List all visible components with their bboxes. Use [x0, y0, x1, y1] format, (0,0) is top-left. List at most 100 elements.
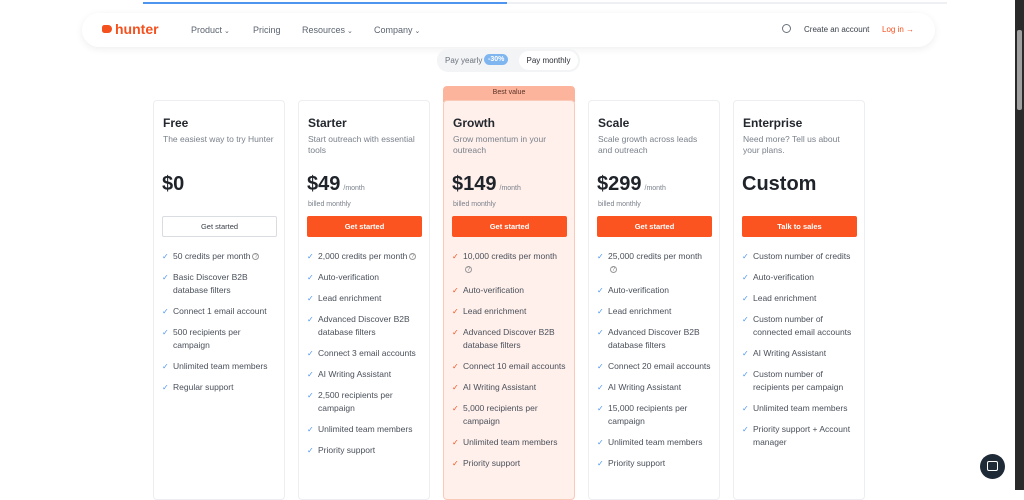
check-icon: ✓ — [597, 307, 604, 316]
page-progress-bar — [143, 2, 507, 4]
plan-cta-button[interactable]: Get started — [162, 216, 277, 237]
check-icon: ✓ — [742, 294, 749, 303]
plan-cta-button[interactable]: Get started — [597, 216, 712, 237]
progress-track — [507, 2, 947, 4]
nav-resources[interactable]: Resources ⌄ — [302, 25, 353, 35]
plan-description: Scale growth across leads and outreach — [598, 134, 698, 155]
feature-text: AI Writing Assistant — [318, 369, 392, 379]
check-icon: ✓ — [452, 286, 459, 295]
feature-list: ✓ 50 credits per month? ✓ Basic Discover B2… — [162, 250, 276, 394]
feature-item: ✓ Lead enrichment — [597, 305, 711, 318]
feature-item: ✓ 5,000 recipients per campaign — [452, 402, 566, 428]
check-icon: ✓ — [452, 252, 459, 261]
feature-text: 15,000 recipients per campaign — [608, 403, 688, 426]
feature-text: Custom number of credits — [753, 251, 851, 261]
price-period: /month — [644, 185, 666, 192]
globe-icon[interactable] — [782, 24, 791, 33]
feature-item: ✓ Lead enrichment — [452, 305, 566, 318]
check-icon: ✓ — [307, 315, 314, 324]
feature-text: Auto-verification — [318, 272, 379, 282]
feature-item: ✓ Priority support — [307, 444, 421, 457]
feature-item: ✓ Connect 3 email accounts — [307, 347, 421, 360]
plan-cta-button[interactable]: Talk to sales — [742, 216, 857, 237]
feature-item: ✓ Unlimited team members — [162, 360, 276, 373]
check-icon: ✓ — [742, 273, 749, 282]
info-icon[interactable]: ? — [610, 266, 617, 273]
feature-text: Priority support — [463, 458, 521, 468]
feature-list: ✓ Custom number of credits ✓ Auto-verificat… — [742, 250, 856, 449]
plan-price: $149 — [452, 173, 497, 195]
billing-toggle: Pay yearly -30% Pay monthly — [437, 49, 580, 72]
feature-text: Auto-verification — [463, 285, 524, 295]
feature-item: ✓ 15,000 recipients per campaign — [597, 402, 711, 428]
feature-item: ✓ Unlimited team members — [452, 436, 566, 449]
info-icon[interactable]: ? — [409, 253, 417, 260]
feature-item: ✓ Connect 10 email accounts — [452, 360, 566, 373]
create-account-link[interactable]: Create an account — [804, 25, 870, 34]
feature-item: ✓ Priority support — [597, 457, 711, 470]
feature-text: Unlimited team members — [318, 424, 413, 434]
feature-text: Priority support + Account manager — [753, 424, 851, 447]
nav-label: Resources — [302, 25, 346, 35]
top-nav: hunter Product ⌄ Pricing Resources ⌄ Compa… — [82, 13, 935, 47]
check-icon: ✓ — [597, 252, 604, 261]
check-icon: ✓ — [452, 307, 459, 316]
nav-company[interactable]: Company ⌄ — [374, 25, 420, 35]
feature-item: ✓ Advanced Discover B2B database filters — [452, 326, 566, 352]
pay-monthly-option[interactable]: Pay monthly — [519, 51, 578, 70]
pay-yearly-option[interactable]: Pay yearly — [445, 56, 483, 65]
plan-description: The easiest way to try Hunter — [163, 134, 274, 144]
feature-text: Regular support — [173, 382, 234, 392]
brand-name: hunter — [115, 21, 159, 37]
logo[interactable]: hunter — [102, 21, 159, 37]
feature-item: ✓ Auto-verification — [452, 284, 566, 297]
plan-price: $299 — [597, 173, 642, 195]
check-icon: ✓ — [742, 315, 749, 324]
chevron-down-icon: ⌄ — [347, 28, 353, 35]
billing-note: billed monthly — [453, 201, 496, 208]
chat-launcher-button[interactable] — [980, 454, 1005, 479]
feature-text: 500 recipients per campaign — [173, 327, 241, 350]
check-icon: ✓ — [162, 362, 169, 371]
check-icon: ✓ — [162, 383, 169, 392]
feature-text: Priority support — [318, 445, 376, 455]
check-icon: ✓ — [742, 425, 749, 434]
feature-text: Lead enrichment — [753, 293, 817, 303]
feature-item: ✓ 2,000 credits per month? — [307, 250, 421, 263]
feature-list: ✓ 25,000 credits per month? ✓ Auto-verifica… — [597, 250, 711, 470]
feature-text: 10,000 credits per month — [463, 251, 558, 261]
login-link[interactable]: Log in → — [882, 25, 915, 34]
plan-card-growth: Growth Grow momentum in your outreach $1… — [443, 100, 575, 500]
info-icon[interactable]: ? — [465, 266, 472, 273]
feature-text: Unlimited team members — [753, 403, 848, 413]
plan-name: Free — [163, 116, 189, 130]
nav-product[interactable]: Product ⌄ — [191, 25, 230, 35]
price-period: /month — [499, 185, 521, 192]
feature-text: Basic Discover B2B database filters — [173, 272, 248, 295]
check-icon: ✓ — [742, 252, 749, 261]
check-icon: ✓ — [307, 349, 314, 358]
billing-note — [163, 201, 276, 216]
check-icon: ✓ — [452, 404, 459, 413]
check-icon: ✓ — [162, 328, 169, 337]
feature-item: ✓ Priority support — [452, 457, 566, 470]
plan-card-scale: Scale Scale growth across leads and outr… — [588, 100, 720, 500]
info-icon[interactable]: ? — [252, 253, 260, 260]
feature-item: ✓ Custom number of credits — [742, 250, 856, 263]
feature-item: ✓ 10,000 credits per month? — [452, 250, 566, 276]
nav-pricing[interactable]: Pricing — [253, 25, 281, 35]
plan-name: Growth — [453, 116, 495, 130]
plan-description: Start outreach with essential tools — [308, 134, 415, 155]
scrollbar-thumb[interactable] — [1017, 30, 1022, 110]
feature-text: Lead enrichment — [608, 306, 672, 316]
feature-item: ✓ Connect 1 email account — [162, 305, 276, 318]
check-icon: ✓ — [307, 273, 314, 282]
scrollbar[interactable] — [1015, 0, 1024, 490]
check-icon: ✓ — [307, 391, 314, 400]
feature-text: Priority support — [608, 458, 666, 468]
feature-text: 25,000 credits per month — [608, 251, 703, 261]
plan-cta-button[interactable]: Get started — [307, 216, 422, 237]
feature-item: ✓ 2,500 recipients per campaign — [307, 389, 421, 415]
feature-text: Advanced Discover B2B database filters — [463, 327, 555, 350]
plan-cta-button[interactable]: Get started — [452, 216, 567, 237]
